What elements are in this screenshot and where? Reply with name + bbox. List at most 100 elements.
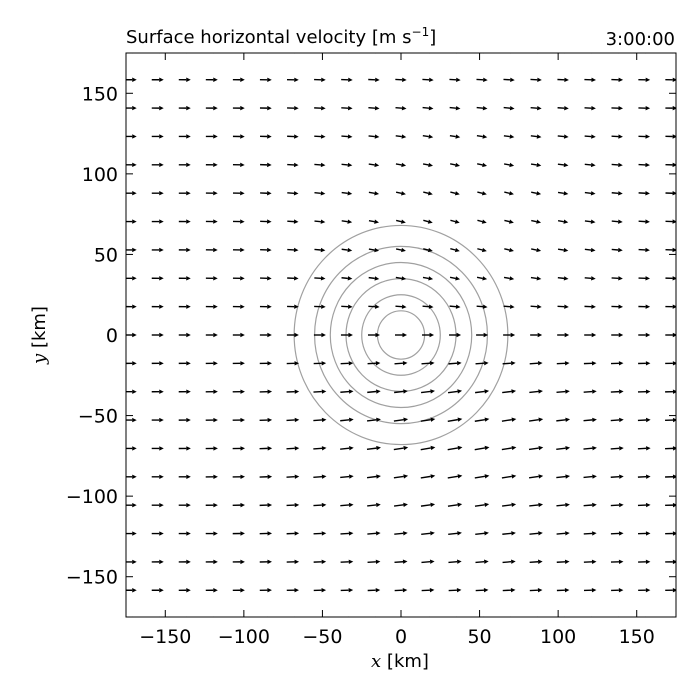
vector-arrow <box>126 361 137 366</box>
vector-arrow <box>341 162 353 168</box>
vector-arrow <box>394 531 408 536</box>
vector-arrow <box>151 219 164 224</box>
vector-arrow <box>422 162 433 168</box>
vector-arrow <box>151 304 164 309</box>
vector-arrow <box>422 106 434 111</box>
vector-arrow <box>665 389 676 394</box>
vector-arrow <box>503 304 515 309</box>
vector-arrow <box>638 588 651 593</box>
vector-arrow <box>665 247 676 253</box>
vector-arrow <box>232 588 245 593</box>
vector-arrow <box>340 446 354 451</box>
vector-arrow <box>556 531 570 536</box>
vector-arrow <box>232 446 245 451</box>
vector-arrow <box>394 559 408 564</box>
vector-arrow <box>368 219 379 224</box>
vector-arrow <box>395 191 406 196</box>
vector-arrow <box>476 276 488 281</box>
vector-arrow <box>530 276 542 281</box>
vector-arrow <box>286 474 300 479</box>
vector-arrow <box>126 219 137 224</box>
vector-arrow <box>395 276 407 281</box>
vector-arrow <box>232 361 245 366</box>
vector-arrow <box>474 474 490 479</box>
vector-arrow <box>529 559 543 564</box>
vector-arrow <box>205 502 218 508</box>
vector-arrow <box>151 474 164 479</box>
x-tick-label: −100 <box>218 626 270 648</box>
vector-arrow <box>232 134 245 139</box>
vector-arrow <box>396 219 406 224</box>
vector-arrow <box>178 276 191 281</box>
vector-arrow <box>503 134 515 139</box>
vector-arrow <box>611 276 623 281</box>
vector-arrow <box>503 332 516 338</box>
vector-arrow <box>450 247 460 253</box>
vector-arrow <box>340 417 354 423</box>
vector-arrow <box>638 105 651 111</box>
vector-arrow <box>367 361 381 366</box>
vector-arrow <box>126 588 137 593</box>
vector-arrow <box>178 77 191 82</box>
vector-arrow <box>420 474 436 479</box>
vector-arrow <box>584 134 596 139</box>
vector-arrow <box>665 559 676 565</box>
vector-arrow <box>556 445 571 451</box>
vector-arrow <box>420 445 436 451</box>
vector-arrow <box>475 587 489 593</box>
vector-arrow <box>259 559 272 565</box>
vector-arrow <box>665 304 676 309</box>
vector-arrow <box>126 389 137 394</box>
vector-arrow <box>340 559 354 564</box>
vector-arrow <box>638 247 650 253</box>
vector-arrow <box>126 247 137 253</box>
vector-arrow <box>260 247 272 253</box>
vector-arrow <box>529 531 543 536</box>
vector-arrow <box>126 134 137 139</box>
vector-arrow <box>178 531 191 536</box>
vector-arrow <box>665 134 676 139</box>
vector-arrow <box>341 134 353 139</box>
vector-arrow <box>610 389 624 394</box>
vector-arrow <box>151 77 164 82</box>
vector-arrow <box>583 587 597 593</box>
vector-arrow <box>394 361 408 366</box>
vector-arrow <box>205 162 218 168</box>
vector-arrow <box>503 276 515 281</box>
vector-arrow <box>151 134 164 139</box>
vector-arrow <box>638 361 651 366</box>
vector-arrow <box>502 502 517 508</box>
vector-arrow <box>421 361 435 366</box>
vector-arrow <box>394 587 408 593</box>
vector-arrow <box>232 502 245 508</box>
x-tick-label: 50 <box>467 626 491 648</box>
vector-arrow <box>665 417 676 423</box>
x-axis-label: x [km] <box>371 651 429 672</box>
vector-arrow <box>503 106 515 111</box>
vector-arrow <box>205 134 218 139</box>
vector-arrow <box>287 162 299 168</box>
vector-arrow <box>530 77 542 83</box>
vector-arrow <box>528 445 544 451</box>
vector-arrow <box>341 247 353 253</box>
vector-arrow <box>557 247 569 253</box>
vector-arrow <box>314 191 326 196</box>
vector-arrow <box>151 389 164 394</box>
vector-arrow <box>340 361 354 366</box>
vector-arrow <box>503 162 515 168</box>
vector-arrow <box>474 445 490 451</box>
vector-arrow <box>638 332 651 338</box>
vector-arrow <box>422 134 434 139</box>
vector-arrow <box>637 446 651 451</box>
vector-arrow <box>286 389 300 394</box>
vector-arrow <box>367 502 381 508</box>
vector-arrow <box>260 276 272 281</box>
vector-arrow <box>503 77 515 83</box>
vector-arrow <box>449 77 461 83</box>
vector-arrow <box>448 361 462 366</box>
vector-arrow <box>232 276 245 281</box>
vector-arrow <box>178 559 191 565</box>
vector-arrow <box>178 134 191 139</box>
vector-arrow <box>126 474 137 480</box>
vector-arrow <box>665 502 676 508</box>
